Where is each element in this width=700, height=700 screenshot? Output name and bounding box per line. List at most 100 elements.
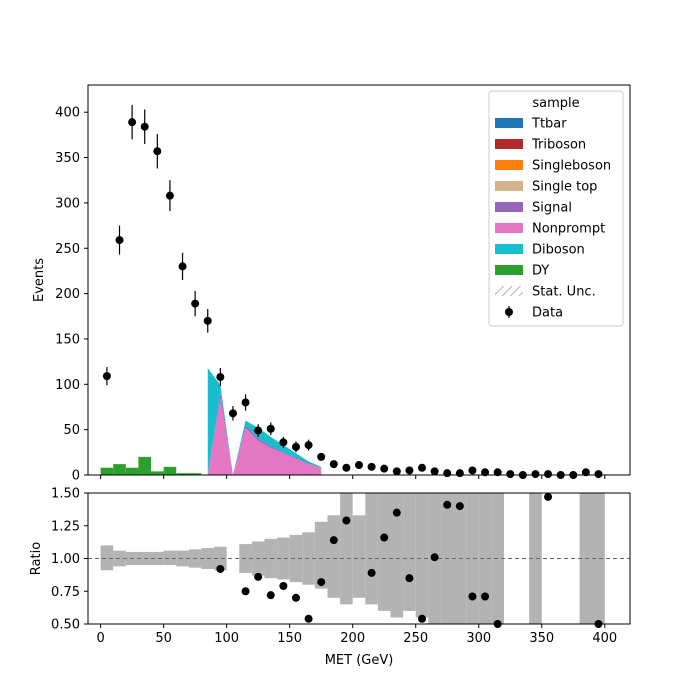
data-point (140, 122, 149, 131)
legend-swatch-ttbar (495, 118, 523, 128)
main-panel: 0 50 100 150 200 250 300 350 400 Events (32, 84, 631, 484)
data-point (279, 438, 288, 447)
dy-bar (151, 471, 164, 475)
dy-bar (138, 456, 152, 475)
stat-unc-band (377, 493, 391, 611)
ratio-point (291, 593, 300, 602)
data-point (115, 236, 124, 245)
stat-unc-band (390, 493, 404, 618)
ratio-y-axis: 0.50 0.75 1.00 1.25 1.50 (51, 487, 88, 633)
stat-unc-band (466, 493, 479, 624)
ratio-point (418, 614, 427, 623)
stat-unc-band (415, 493, 429, 618)
x-axis-label: MET (GeV) (325, 653, 394, 668)
data-point (392, 467, 401, 476)
data-point (430, 467, 439, 476)
y-tick-label: 50 (63, 423, 80, 438)
data-point (355, 461, 363, 470)
data-point (342, 463, 351, 472)
data-point (455, 469, 464, 478)
dy-bar (113, 464, 126, 475)
ratio-y-tick-label: 1.00 (51, 552, 80, 567)
dy-bar (188, 473, 202, 475)
stat-unc-band (478, 493, 492, 624)
ratio-point (430, 553, 439, 562)
data-point (594, 470, 603, 479)
data-point (493, 468, 502, 477)
ratio-point (468, 592, 477, 601)
y-tick-label: 400 (55, 106, 80, 121)
stat-unc-band (340, 493, 353, 605)
y-tick-label: 350 (55, 151, 80, 166)
ratio-point (544, 492, 553, 501)
dy-bar (176, 473, 189, 475)
y-tick-label: 0 (72, 469, 80, 484)
ratio-point (455, 502, 464, 511)
data-point (102, 372, 111, 381)
legend-label-data: Data (532, 306, 563, 321)
legend-label-ttbar: Ttbar (531, 117, 567, 132)
x-tick-label: 0 (96, 631, 104, 646)
legend-label-single-top: Single top (532, 180, 597, 195)
data-point (216, 373, 225, 382)
legend-label-nonprompt: Nonprompt (532, 222, 605, 237)
legend-swatch-signal (495, 202, 523, 212)
legend-stat-unc-swatch (495, 286, 523, 296)
x-tick-label: 150 (277, 631, 302, 646)
ratio-point (443, 500, 452, 509)
legend-swatch-dy (495, 265, 523, 275)
data-point (531, 470, 540, 479)
stat-unc-band (214, 546, 227, 571)
stat-unc-band (163, 550, 177, 566)
data-point (380, 464, 389, 473)
ratio-y-tick-label: 1.25 (51, 519, 80, 534)
ratio-y-axis-label: Ratio (29, 542, 44, 575)
ratio-x-axis: 0 50 100 150 200 250 300 350 400 (96, 624, 617, 646)
data-point (317, 452, 326, 461)
legend-swatch-singleboson (495, 160, 523, 170)
legend: sample Ttbar Triboson Singleboson Single top… (488, 90, 624, 327)
data-point (291, 442, 300, 451)
ratio-point (392, 508, 401, 517)
ratio-point (304, 614, 313, 623)
data-point (443, 469, 452, 478)
data-point (241, 398, 250, 407)
data-point (468, 466, 477, 475)
signal-area (207, 392, 322, 475)
ratio-point (380, 533, 389, 542)
x-tick-label: 100 (214, 631, 239, 646)
ratio-point (254, 572, 263, 581)
legend-label-singleboson: Singleboson (532, 159, 611, 174)
data-point (506, 470, 515, 479)
ratio-point (405, 574, 414, 583)
ratio-y-tick-label: 0.50 (51, 618, 80, 633)
data-point (418, 463, 427, 472)
main-y-axis-label: Events (32, 258, 47, 302)
legend-data-marker (505, 308, 513, 316)
stat-unc-band (100, 545, 114, 571)
data-point (153, 147, 162, 156)
main-axes-frame (87, 84, 631, 476)
x-tick-label: 200 (340, 631, 365, 646)
nonprompt-area (207, 397, 322, 475)
ratio-point (216, 564, 225, 573)
ratio-point (329, 536, 338, 545)
data-point (203, 316, 212, 325)
data-point (405, 466, 414, 475)
stat-unc-band (529, 493, 542, 624)
ratio-point (317, 578, 326, 587)
legend-label-triboson: Triboson (531, 138, 586, 153)
stat-unc-band (314, 521, 328, 589)
stat-unc-band (365, 493, 378, 605)
stat-unc-band (289, 534, 303, 583)
ratio-point (279, 582, 288, 591)
legend-swatch-nonprompt (495, 223, 523, 233)
data-point (254, 426, 263, 435)
legend-swatch-single-top (495, 181, 523, 191)
x-tick-label: 350 (529, 631, 554, 646)
ratio-point (241, 587, 250, 596)
ratio-point (342, 516, 351, 525)
stat-unc-band (352, 515, 366, 598)
y-tick-label: 250 (55, 242, 80, 257)
legend-label-dy: DY (532, 264, 549, 279)
